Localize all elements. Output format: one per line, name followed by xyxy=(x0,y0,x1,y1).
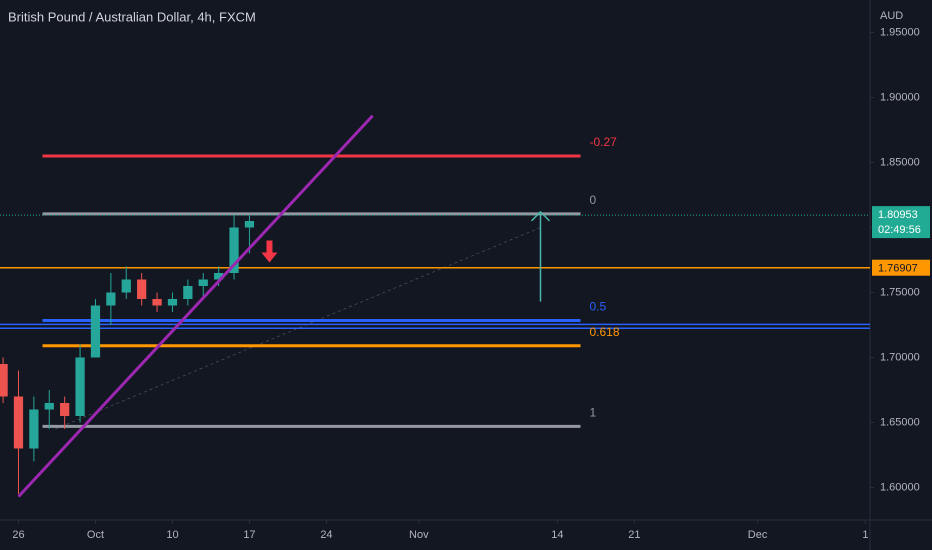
candle-body xyxy=(198,279,208,286)
candle-body xyxy=(29,409,39,449)
candle-body xyxy=(75,357,85,416)
price-tag-label: 1.76907 xyxy=(878,263,918,275)
y-tick-label: 1.75000 xyxy=(880,286,920,298)
candle-body xyxy=(60,403,70,416)
fib-label: 0 xyxy=(590,193,597,207)
y-tick-label: 1.85000 xyxy=(880,156,920,168)
fib-label: -0.27 xyxy=(590,135,618,149)
x-tick-label: Nov xyxy=(409,529,429,541)
y-tick-label: 1.60000 xyxy=(880,481,920,493)
x-tick-label: 21 xyxy=(628,529,640,541)
axis-label: AUD xyxy=(880,10,903,22)
x-tick-label: 1 xyxy=(862,529,868,541)
x-tick-label: 24 xyxy=(320,529,332,541)
candle-body xyxy=(229,227,239,273)
trendline xyxy=(17,114,374,498)
candle-body xyxy=(44,403,54,410)
y-tick-label: 1.70000 xyxy=(880,351,920,363)
target-arrow-head xyxy=(530,210,551,222)
signal-arrow xyxy=(261,240,278,263)
x-tick-label: Oct xyxy=(87,529,104,541)
candle-body xyxy=(121,279,131,293)
y-tick-label: 1.90000 xyxy=(880,91,920,103)
candle-body xyxy=(214,273,224,280)
y-tick-label: 1.65000 xyxy=(880,416,920,428)
last-price-label: 1.80953 xyxy=(878,209,918,221)
countdown-label: 02:49:56 xyxy=(878,224,921,236)
candle-body xyxy=(167,299,178,306)
candle-body xyxy=(137,279,147,299)
last-price-tag xyxy=(872,206,930,239)
x-tick-label: 14 xyxy=(551,529,563,541)
x-tick-label: 10 xyxy=(166,529,178,541)
candle-body xyxy=(0,364,8,397)
fib-label: 0.5 xyxy=(590,300,607,314)
y-tick-label: 1.95000 xyxy=(880,26,920,38)
candle-body xyxy=(90,305,101,358)
candle-body xyxy=(152,299,162,306)
fib-label: 1 xyxy=(590,406,597,420)
candle-body xyxy=(106,292,116,306)
fib-label: 0.618 xyxy=(590,325,620,339)
candle-body xyxy=(183,286,193,299)
x-tick-label: 17 xyxy=(243,529,255,541)
x-tick-label: 26 xyxy=(12,529,24,541)
chart-title: British Pound / Australian Dollar, 4h, F… xyxy=(8,9,256,24)
candle-body xyxy=(13,396,24,449)
x-tick-label: Dec xyxy=(748,529,768,541)
candle-body xyxy=(244,221,255,228)
price-tag xyxy=(872,259,930,276)
